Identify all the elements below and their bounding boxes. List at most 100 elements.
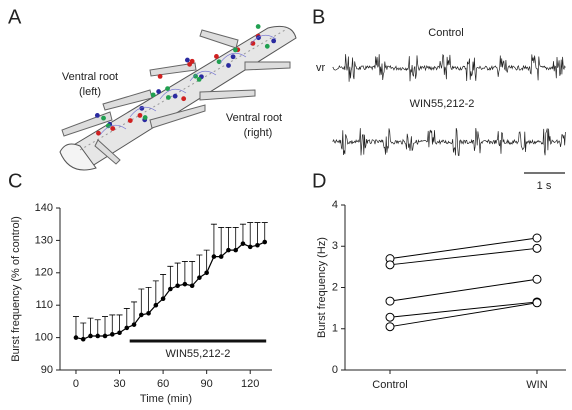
- error-bar: [167, 265, 174, 289]
- point: [532, 298, 542, 308]
- point: [204, 270, 209, 276]
- point: [262, 239, 268, 245]
- point: [117, 330, 122, 336]
- neuron: [189, 58, 195, 64]
- x-tick-label: 30: [113, 378, 125, 390]
- y-tick-label: 2: [332, 281, 338, 293]
- neuron: [181, 96, 187, 102]
- neuron: [172, 93, 178, 99]
- neuron: [156, 89, 162, 94]
- connection: [189, 70, 217, 82]
- point: [139, 312, 144, 318]
- error-bar: [80, 322, 87, 340]
- y-tick-label: 90: [41, 364, 53, 376]
- neuron: [105, 123, 111, 129]
- point: [131, 322, 137, 327]
- error-bar: [218, 227, 225, 257]
- point: [218, 254, 224, 259]
- point: [189, 283, 195, 289]
- error-bar: [152, 280, 159, 306]
- pair-line: [389, 237, 538, 260]
- point: [175, 283, 180, 289]
- neuron: [184, 57, 190, 63]
- panel-label: B: [312, 6, 325, 28]
- connection: [129, 106, 157, 118]
- neuron: [101, 115, 106, 121]
- error-bar: [196, 254, 203, 278]
- neuron: [264, 43, 270, 49]
- point: [385, 322, 395, 332]
- y-tick-label: 3: [332, 240, 338, 252]
- error-bar: [254, 222, 261, 246]
- neuron: [230, 54, 236, 60]
- neuron: [255, 24, 261, 29]
- point: [182, 281, 188, 287]
- panel-label: D: [312, 170, 326, 192]
- connection: [159, 88, 187, 100]
- x-tick-label: 0: [73, 378, 79, 390]
- point: [124, 325, 130, 331]
- point: [226, 247, 231, 253]
- pair-line: [389, 278, 538, 302]
- scale-label: 1 s: [537, 180, 552, 192]
- annotation: (right): [244, 127, 273, 139]
- y-tick-label: 130: [35, 234, 53, 246]
- y-axis-label: Burst frequency (Hz): [316, 237, 328, 338]
- error-bar: [239, 223, 246, 244]
- pair-line: [389, 247, 538, 266]
- trace: [332, 53, 566, 82]
- point: [73, 335, 79, 340]
- point: [233, 247, 238, 253]
- error-bar: [72, 316, 79, 338]
- neuron: [165, 86, 170, 91]
- error-bar: [247, 222, 254, 247]
- error-bar: [87, 317, 94, 336]
- error-bar: [232, 227, 239, 251]
- point: [95, 333, 101, 339]
- neuron: [127, 118, 133, 123]
- y-tick-label: 110: [35, 299, 53, 311]
- error-bar: [160, 274, 167, 299]
- neuron: [96, 130, 101, 136]
- error-bar: [102, 316, 109, 336]
- panel-label: A: [8, 6, 22, 28]
- error-bar: [109, 314, 116, 335]
- pair-line: [389, 302, 538, 328]
- neuron: [214, 54, 219, 59]
- annotation: Ventral root: [226, 112, 282, 124]
- y-tick-label: 4: [332, 199, 338, 211]
- point: [240, 241, 246, 246]
- error-bar: [210, 223, 217, 257]
- y-tick-label: 140: [35, 202, 53, 214]
- point: [146, 311, 151, 316]
- error-bar: [94, 319, 101, 336]
- trace: [332, 128, 566, 156]
- annotation: Ventral root: [62, 71, 118, 83]
- point: [211, 254, 217, 259]
- error-bar: [181, 261, 188, 285]
- point: [385, 260, 395, 270]
- connection: [99, 124, 127, 136]
- point: [102, 333, 108, 339]
- x-tick-label: Control: [372, 379, 407, 391]
- error-bar: [203, 249, 210, 273]
- error-bar: [174, 262, 181, 286]
- error-bar: [225, 227, 232, 251]
- x-tick-label: 90: [201, 378, 213, 390]
- x-axis-label: Time (min): [140, 393, 192, 405]
- neuron: [271, 38, 277, 44]
- point: [109, 332, 115, 337]
- trace-label: vr: [316, 62, 326, 74]
- point: [197, 275, 202, 280]
- neuron: [165, 95, 171, 100]
- neuron: [142, 115, 148, 120]
- connection: [249, 34, 277, 46]
- error-bar: [116, 314, 123, 333]
- error-bar: [131, 301, 138, 325]
- y-axis-label: Burst frequency (% of control): [10, 216, 22, 362]
- y-tick-label: 120: [35, 267, 53, 279]
- error-bar: [261, 222, 268, 243]
- point: [160, 296, 166, 302]
